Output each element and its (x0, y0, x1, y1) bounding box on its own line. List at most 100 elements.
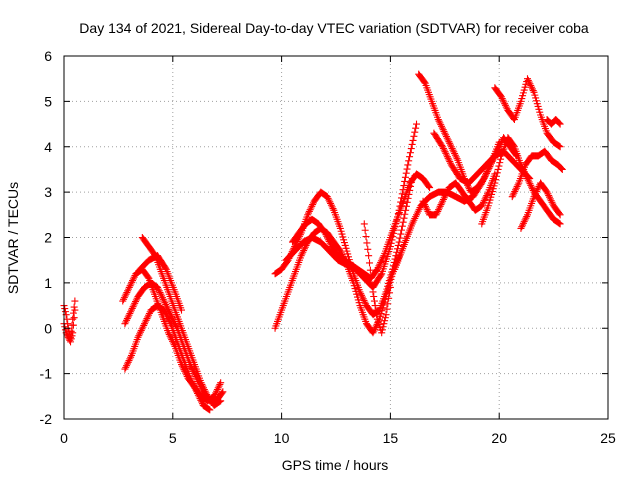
data-point (423, 206, 431, 214)
data-point (484, 190, 492, 198)
data-point (533, 186, 541, 194)
data-point (325, 196, 333, 204)
data-point (188, 378, 196, 386)
data-point (205, 405, 213, 413)
data-point (437, 121, 445, 129)
data-point (370, 292, 378, 300)
data-point (124, 358, 132, 366)
data-point (438, 124, 446, 132)
data-point (523, 75, 531, 83)
data-point (68, 332, 76, 340)
data-point (178, 362, 186, 370)
data-point (64, 333, 72, 341)
data-point (443, 189, 451, 197)
data-point (440, 194, 448, 202)
data-point (385, 294, 393, 302)
data-point (425, 182, 433, 190)
data-point (532, 188, 540, 196)
data-point (161, 299, 169, 307)
data-point (358, 291, 366, 299)
data-point (163, 313, 171, 321)
data-point (167, 334, 175, 342)
data-point (369, 329, 377, 337)
data-point (162, 310, 170, 318)
data-point (443, 153, 451, 161)
data-point (405, 157, 413, 165)
data-point (395, 206, 403, 214)
data-point (61, 308, 69, 316)
data-point (123, 316, 131, 324)
data-point (390, 226, 398, 234)
data-point (495, 138, 503, 146)
data-point (501, 100, 509, 108)
data-point (364, 245, 372, 253)
chart-title: Day 134 of 2021, Sidereal Day-to-day VTE… (79, 20, 589, 36)
data-point (450, 148, 458, 156)
data-point (528, 183, 536, 191)
data-point (492, 176, 500, 184)
data-point (377, 271, 385, 279)
x-tick-label: 10 (274, 430, 290, 446)
data-point (492, 172, 500, 180)
data-point (144, 313, 152, 321)
data-point (514, 181, 522, 189)
data-point (299, 248, 307, 256)
data-point (70, 303, 78, 311)
data-point (484, 166, 492, 174)
data-point (305, 209, 313, 217)
data-point (172, 323, 180, 331)
data-point (534, 184, 542, 192)
data-point (403, 198, 411, 206)
data-point (119, 297, 127, 305)
data-point (127, 306, 135, 314)
data-point (437, 201, 445, 209)
data-point (527, 181, 535, 189)
data-point (481, 195, 489, 203)
data-point (123, 362, 131, 370)
data-point (322, 231, 330, 239)
data-points (60, 70, 566, 414)
data-point (383, 305, 391, 313)
data-point (195, 379, 203, 387)
data-point (357, 290, 365, 298)
data-point (379, 323, 387, 331)
y-tick-label: 3 (44, 184, 52, 200)
data-point (518, 223, 526, 231)
data-point (122, 318, 130, 326)
data-point (380, 320, 388, 328)
data-point (443, 134, 451, 142)
data-point (442, 190, 450, 198)
data-point (491, 179, 499, 187)
data-point (123, 289, 131, 297)
data-point (421, 201, 429, 209)
data-point (400, 182, 408, 190)
data-point (440, 127, 448, 135)
data-point (512, 186, 520, 194)
data-point (531, 191, 539, 199)
data-point (329, 205, 337, 213)
data-point (123, 360, 131, 368)
data-point (530, 193, 538, 201)
data-point (555, 119, 563, 127)
data-point (365, 252, 373, 260)
data-point (452, 153, 460, 161)
data-point (204, 405, 212, 413)
data-point (546, 195, 554, 203)
data-point (63, 330, 71, 338)
data-point (219, 388, 227, 396)
data-point (386, 289, 394, 297)
series-arc-b4 (121, 302, 214, 414)
data-point (157, 290, 165, 298)
data-point (451, 150, 459, 158)
data-point (196, 381, 204, 389)
data-point (324, 234, 332, 242)
data-point (127, 280, 135, 288)
data-point (373, 265, 381, 273)
y-tick-label: 5 (44, 93, 52, 109)
data-point (523, 213, 531, 221)
data-point (145, 310, 153, 318)
data-point (69, 309, 77, 317)
data-point (387, 239, 395, 247)
data-point (440, 146, 448, 154)
data-point (67, 338, 75, 346)
